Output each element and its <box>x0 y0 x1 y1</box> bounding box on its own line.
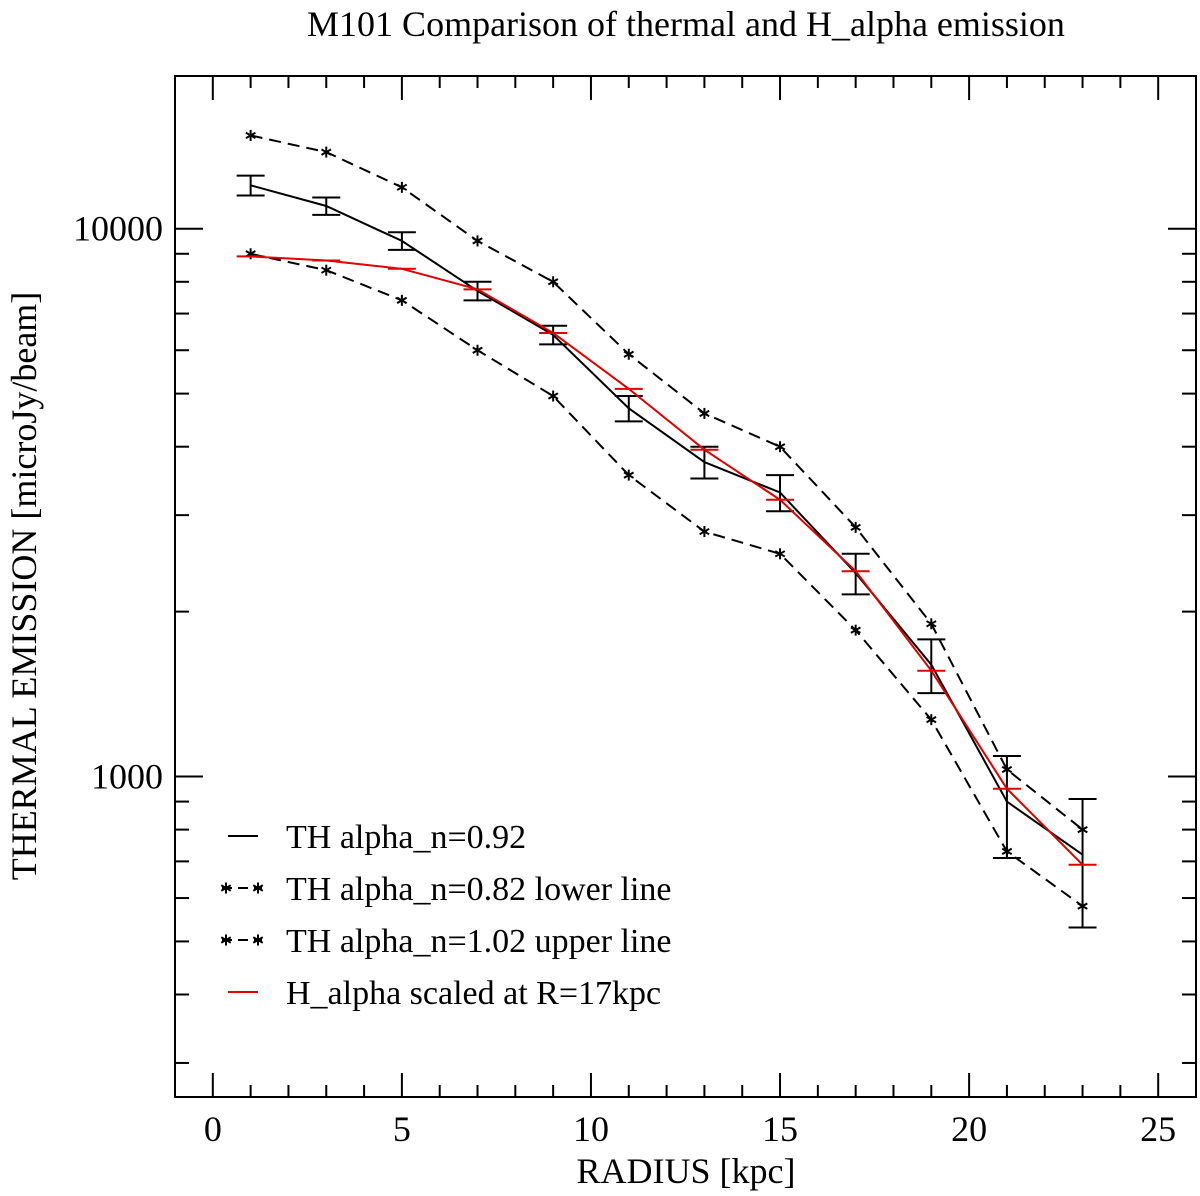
star-stroke <box>320 266 332 274</box>
star-stroke <box>1001 847 1013 856</box>
data-point <box>699 407 710 419</box>
legend-label: H_alpha scaled at R=17kpc <box>286 975 661 1012</box>
legend-item-1: TH alpha_n=0.92 <box>228 819 526 856</box>
y-axis-label: THERMAL EMISSION [microJy/beam] <box>4 292 44 881</box>
star-stroke <box>320 148 332 156</box>
error-bar <box>841 552 870 596</box>
legend-marker <box>252 882 264 894</box>
data-point <box>1077 900 1088 912</box>
legend-item-2: TH alpha_n=0.82 lower line <box>220 871 672 908</box>
legend-label: TH alpha_n=1.02 upper line <box>286 923 672 960</box>
y-tick-label: 10000 <box>73 209 163 249</box>
star-stroke <box>220 884 232 892</box>
axes: 0 5 10 15 20 25 1000 10000 <box>73 76 1197 1149</box>
error-bar <box>917 638 946 695</box>
legend-marker <box>220 934 232 946</box>
x-tick-label: 15 <box>762 1109 798 1149</box>
data-point <box>850 521 861 533</box>
data-point <box>472 344 483 356</box>
series-4 <box>236 255 1097 866</box>
plot-frame <box>174 75 1197 1098</box>
data-point <box>926 714 937 726</box>
star-stroke <box>1077 825 1088 834</box>
star-stroke <box>850 523 861 531</box>
star-stroke <box>252 884 264 892</box>
star-stroke <box>850 626 861 634</box>
data-point <box>926 618 937 630</box>
series-3 <box>245 129 1088 836</box>
x-tick-label: 10 <box>573 1109 609 1149</box>
error-bar <box>236 174 265 197</box>
error-bar <box>387 231 416 251</box>
data-point <box>1001 845 1013 857</box>
data-point <box>699 526 710 538</box>
data-point <box>850 624 861 636</box>
error-bar <box>539 324 568 346</box>
series-layer <box>236 129 1097 929</box>
legend-marker <box>220 882 232 894</box>
star-stroke <box>220 936 232 944</box>
data-point <box>1077 824 1088 836</box>
data-point <box>320 146 332 158</box>
star-stroke <box>396 296 408 304</box>
legend-label: TH alpha_n=0.82 lower line <box>286 871 672 908</box>
data-point <box>1001 763 1013 775</box>
plot-border <box>174 75 1197 1098</box>
legend-marker <box>252 934 264 946</box>
series-line <box>250 134 1084 831</box>
legend-label: TH alpha_n=0.92 <box>286 819 526 856</box>
series-line <box>250 252 1084 907</box>
data-point <box>774 548 786 560</box>
star-stroke <box>1001 765 1013 774</box>
series-1 <box>236 174 1097 929</box>
star-stroke <box>1077 902 1088 910</box>
legend-item-3: TH alpha_n=1.02 upper line <box>220 923 672 960</box>
star-stroke <box>699 527 710 536</box>
chart-title: M101 Comparison of thermal and H_alpha e… <box>307 4 1065 44</box>
star-stroke <box>623 471 635 479</box>
star-stroke <box>926 620 937 628</box>
x-tick-label: 0 <box>204 1109 222 1149</box>
star-stroke <box>623 350 635 358</box>
error-bar <box>690 445 719 480</box>
legend-item-4: H_alpha scaled at R=17kpc <box>228 975 661 1012</box>
x-tick-label: 20 <box>951 1109 987 1149</box>
star-stroke <box>252 936 264 944</box>
star-stroke <box>547 392 559 400</box>
data-point <box>396 181 408 193</box>
star-stroke <box>396 183 408 191</box>
star-stroke <box>547 278 559 286</box>
star-stroke <box>699 409 710 418</box>
data-point <box>245 129 256 141</box>
star-stroke <box>245 131 256 140</box>
data-point <box>623 469 635 481</box>
data-point <box>774 441 786 453</box>
series-line <box>250 255 1084 866</box>
legend: TH alpha_n=0.92 TH alpha_n=0.82 lower lin… <box>220 819 672 1012</box>
star-stroke <box>926 716 937 724</box>
error-bar <box>463 280 492 302</box>
star-stroke <box>774 550 786 558</box>
x-tick-label: 25 <box>1140 1109 1176 1149</box>
star-stroke <box>472 346 483 354</box>
x-axis-label: RADIUS [kpc] <box>577 1151 796 1191</box>
data-point <box>623 348 635 360</box>
star-stroke <box>472 237 483 245</box>
series-2 <box>245 248 1088 912</box>
error-bar <box>312 196 341 216</box>
data-point <box>320 264 332 276</box>
star-stroke <box>774 443 786 451</box>
data-point <box>472 235 483 247</box>
error-bar <box>766 474 795 513</box>
series-line <box>250 184 1084 856</box>
x-tick-label: 5 <box>393 1109 411 1149</box>
data-point <box>547 390 559 402</box>
data-point <box>396 294 408 306</box>
data-point <box>547 276 559 288</box>
y-tick-label: 1000 <box>91 757 163 797</box>
